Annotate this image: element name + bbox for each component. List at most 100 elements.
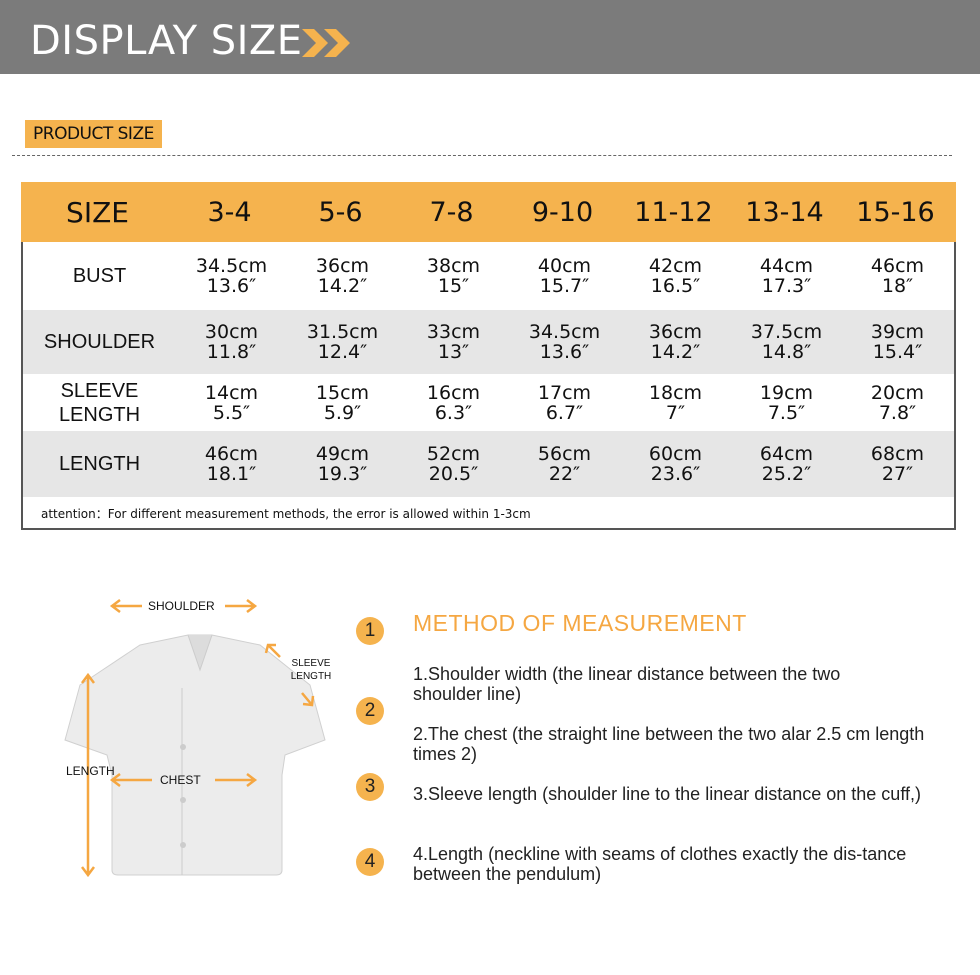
table-cell: 17cm 6.7″: [509, 383, 620, 423]
inch-value: 6.3″: [434, 401, 473, 424]
step-number-badge: 4: [356, 848, 384, 876]
table-cell: 34.5cm 13.6″: [176, 256, 287, 296]
inch-value: 14.2″: [317, 275, 368, 297]
header-cell: 13-14: [745, 196, 824, 228]
table-cell: 36cm 14.2″: [287, 256, 398, 296]
inch-value: 14.2″: [650, 341, 701, 363]
length-label: LENGTH: [66, 764, 115, 778]
cm-value: 33cm: [426, 321, 481, 343]
inch-value: 25.2″: [761, 463, 812, 485]
header-cell: 3-4: [207, 196, 252, 228]
table-cell: 52cm 20.5″: [398, 444, 509, 484]
cm-value: 56cm: [537, 443, 592, 465]
table-header: SIZE 3-4 5-6 7-8 9-10 11-12 13-14 15-16: [21, 182, 956, 242]
table-row: BUST 34.5cm 13.6″ 36cm 14.2″ 38cm 15″ 40cm 15.7″…: [23, 242, 954, 310]
double-chevron-right-icon: [302, 29, 350, 57]
inch-value: 20.5″: [428, 463, 479, 485]
inch-value: 15″: [437, 275, 470, 297]
inch-value: 5.5″: [212, 401, 251, 424]
inch-value: 13.6″: [539, 341, 590, 363]
inch-value: 11.8″: [206, 341, 257, 363]
size-table: SIZE 3-4 5-6 7-8 9-10 11-12 13-14 15-16 …: [21, 182, 956, 530]
product-size-label: PRODUCT SIZE: [25, 120, 162, 148]
cm-value: 34.5cm: [528, 321, 601, 343]
inch-value: 15.7″: [539, 275, 590, 297]
header-cell: 5-6: [318, 196, 363, 228]
inch-value: 13″: [437, 341, 470, 363]
table-cell: 40cm 15.7″: [509, 256, 620, 296]
table-cell: 16cm 6.3″: [398, 383, 509, 423]
table-cell: 46cm 18″: [842, 256, 953, 296]
cm-value: 64cm: [759, 443, 814, 465]
table-cell: 42cm 16.5″: [620, 256, 731, 296]
step-number-badge: 1: [356, 617, 384, 645]
inch-value: 7.8″: [878, 401, 917, 424]
table-cell: 64cm 25.2″: [731, 444, 842, 484]
row-label: SHOULDER: [43, 331, 156, 353]
table-cell: 19cm 7.5″: [731, 383, 842, 423]
step-text: 2.The chest (the straight line between t…: [413, 724, 925, 764]
table-row: SHOULDER 30cm 11.8″ 31.5cm 12.4″ 33cm 13″ 34.5c…: [23, 310, 954, 374]
header-cell: 9-10: [531, 196, 594, 228]
inch-value: 7″: [665, 401, 686, 424]
divider: [12, 155, 952, 156]
inch-value: 15.4″: [872, 341, 923, 363]
cm-value: 60cm: [648, 443, 703, 465]
row-label: SLEEVE LENGTH: [58, 379, 141, 426]
shirt-illustration: [64, 634, 326, 876]
measure-arrows: [81, 599, 315, 878]
cm-value: 18cm: [648, 381, 703, 404]
table-cell: 36cm 14.2″: [620, 322, 731, 362]
header-cell: 7-8: [429, 196, 474, 228]
cm-value: 46cm: [870, 255, 925, 277]
cm-value: 39cm: [870, 321, 925, 343]
banner: DISPLAY SIZE: [0, 0, 980, 74]
cm-value: 20cm: [870, 381, 925, 404]
cm-value: 36cm: [648, 321, 703, 343]
inch-value: 5.9″: [323, 401, 362, 424]
table-cell: 31.5cm 12.4″: [287, 322, 398, 362]
inch-value: 22″: [548, 463, 581, 485]
cm-value: 19cm: [759, 381, 814, 404]
cm-value: 15cm: [315, 381, 370, 404]
shoulder-label: SHOULDER: [148, 599, 215, 613]
inch-value: 19.3″: [317, 463, 368, 485]
cm-value: 36cm: [315, 255, 370, 277]
cm-value: 34.5cm: [195, 255, 268, 277]
cm-value: 68cm: [870, 443, 925, 465]
table-cell: 44cm 17.3″: [731, 256, 842, 296]
cm-value: 44cm: [759, 255, 814, 277]
chest-label: CHEST: [160, 773, 201, 787]
table-cell: 15cm 5.9″: [287, 383, 398, 423]
cm-value: 14cm: [204, 381, 259, 404]
step-number-badge: 3: [356, 773, 384, 801]
inch-value: 12.4″: [317, 341, 368, 363]
inch-value: 7.5″: [767, 401, 806, 424]
banner-title: DISPLAY SIZE: [30, 18, 303, 64]
inch-value: 18″: [881, 275, 914, 297]
table-cell: 60cm 23.6″: [620, 444, 731, 484]
table-row: LENGTH 46cm 18.1″ 49cm 19.3″ 52cm 20.5″ 56cm 22″…: [23, 431, 954, 497]
shirt-diagram: [64, 599, 326, 878]
table-cell: 46cm 18.1″: [176, 444, 287, 484]
header-cell: SIZE: [66, 195, 129, 229]
table-cell: 33cm 13″: [398, 322, 509, 362]
inch-value: 16.5″: [650, 275, 701, 297]
table-cell: 30cm 11.8″: [176, 322, 287, 362]
table-cell: 14cm 5.5″: [176, 383, 287, 423]
method-title: METHOD OF MEASUREMENT: [413, 610, 747, 636]
table-cell: 68cm 27″: [842, 444, 953, 484]
cm-value: 16cm: [426, 381, 481, 404]
inch-value: 27″: [881, 463, 914, 485]
inch-value: 13.6″: [206, 275, 257, 297]
cm-value: 40cm: [537, 255, 592, 277]
cm-value: 49cm: [315, 443, 370, 465]
cm-value: 46cm: [204, 443, 259, 465]
inch-value: 23.6″: [650, 463, 701, 485]
header-cell: 15-16: [856, 196, 935, 228]
header-cell: 11-12: [634, 196, 713, 228]
table-cell: 39cm 15.4″: [842, 322, 953, 362]
inch-value: 14.8″: [761, 341, 812, 363]
cm-value: 37.5cm: [750, 321, 823, 343]
table-cell: 56cm 22″: [509, 444, 620, 484]
